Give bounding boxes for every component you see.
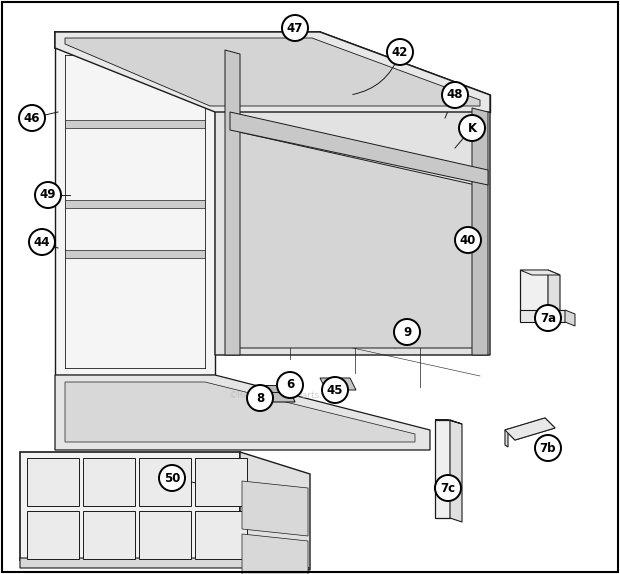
- Text: 46: 46: [24, 111, 40, 125]
- Circle shape: [277, 372, 303, 398]
- Polygon shape: [83, 458, 135, 506]
- Text: 47: 47: [287, 21, 303, 34]
- Circle shape: [29, 229, 55, 255]
- Circle shape: [387, 39, 413, 65]
- Circle shape: [247, 385, 273, 411]
- Polygon shape: [139, 458, 191, 506]
- Text: 44: 44: [33, 235, 50, 249]
- Polygon shape: [27, 511, 79, 559]
- Polygon shape: [520, 270, 548, 320]
- Polygon shape: [225, 50, 240, 355]
- Circle shape: [322, 377, 348, 403]
- Polygon shape: [55, 375, 430, 450]
- Circle shape: [535, 305, 561, 331]
- Text: K: K: [467, 122, 477, 134]
- Circle shape: [394, 319, 420, 345]
- Text: 8: 8: [256, 391, 264, 405]
- Polygon shape: [195, 458, 247, 506]
- Polygon shape: [65, 250, 205, 258]
- Polygon shape: [20, 452, 240, 560]
- Polygon shape: [65, 382, 415, 442]
- Polygon shape: [65, 120, 205, 128]
- Circle shape: [19, 105, 45, 131]
- Polygon shape: [65, 200, 205, 208]
- Text: 6: 6: [286, 378, 294, 391]
- Polygon shape: [435, 420, 462, 424]
- Polygon shape: [83, 511, 135, 559]
- Text: 9: 9: [403, 325, 411, 339]
- Polygon shape: [505, 418, 555, 440]
- Circle shape: [535, 435, 561, 461]
- Polygon shape: [20, 558, 310, 568]
- Text: 42: 42: [392, 45, 408, 59]
- Circle shape: [159, 465, 185, 491]
- Polygon shape: [472, 108, 488, 355]
- Polygon shape: [255, 385, 290, 392]
- Polygon shape: [240, 452, 310, 570]
- Polygon shape: [505, 430, 508, 447]
- Circle shape: [459, 115, 485, 141]
- Text: 50: 50: [164, 471, 180, 484]
- Polygon shape: [242, 481, 308, 536]
- Polygon shape: [139, 511, 191, 559]
- Polygon shape: [27, 458, 79, 506]
- Text: 49: 49: [40, 188, 56, 201]
- Text: 40: 40: [460, 234, 476, 246]
- Polygon shape: [435, 420, 450, 518]
- Text: 7c: 7c: [440, 482, 456, 494]
- Polygon shape: [195, 511, 247, 559]
- Text: 7a: 7a: [540, 312, 556, 324]
- Polygon shape: [230, 130, 480, 348]
- Polygon shape: [565, 310, 575, 326]
- Text: ©ReplacementParts.com: ©ReplacementParts.com: [228, 390, 342, 400]
- Polygon shape: [520, 270, 560, 275]
- Circle shape: [442, 82, 468, 108]
- Circle shape: [282, 15, 308, 41]
- Polygon shape: [320, 378, 356, 390]
- Polygon shape: [242, 534, 308, 574]
- Polygon shape: [505, 418, 555, 440]
- Text: 48: 48: [447, 88, 463, 102]
- Polygon shape: [230, 112, 488, 185]
- Circle shape: [455, 227, 481, 253]
- Polygon shape: [215, 48, 490, 355]
- Polygon shape: [55, 48, 215, 375]
- Polygon shape: [65, 38, 480, 106]
- Polygon shape: [520, 310, 565, 322]
- Circle shape: [435, 475, 461, 501]
- Polygon shape: [55, 32, 490, 112]
- Polygon shape: [450, 420, 462, 522]
- Polygon shape: [548, 270, 560, 324]
- Text: 7b: 7b: [540, 441, 556, 455]
- Polygon shape: [250, 390, 295, 402]
- Text: 45: 45: [327, 383, 343, 397]
- Circle shape: [35, 182, 61, 208]
